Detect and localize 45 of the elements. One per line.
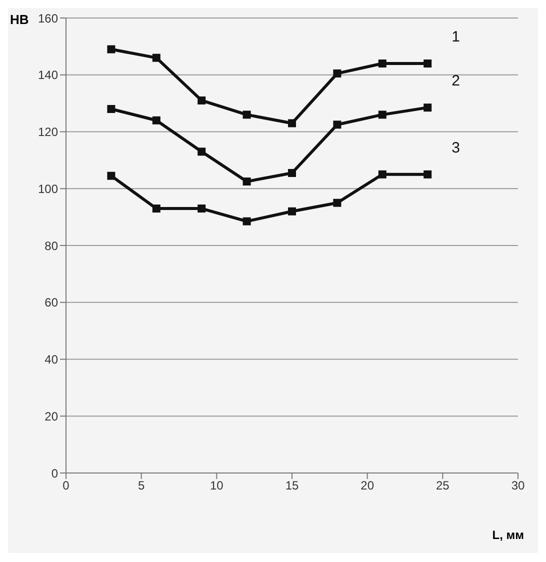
y-tick-label: 0 <box>51 466 58 480</box>
y-tick-label: 140 <box>38 68 58 82</box>
x-tick-label: 5 <box>138 478 145 493</box>
series-label: 1 <box>452 28 460 46</box>
point <box>378 60 386 68</box>
x-axis-title: L, мм <box>492 528 524 542</box>
point <box>378 110 386 119</box>
point <box>198 148 206 156</box>
point <box>288 119 296 128</box>
point <box>242 217 251 226</box>
x-tick-label: 20 <box>360 478 374 493</box>
x-tick-label: 10 <box>210 478 224 493</box>
point <box>378 170 386 178</box>
point <box>152 204 160 213</box>
point <box>242 110 251 119</box>
y-tick-label: 60 <box>44 296 58 310</box>
point <box>107 105 116 113</box>
point <box>424 60 432 68</box>
point <box>198 96 206 104</box>
y-tick-label: 40 <box>44 352 58 367</box>
point <box>424 104 432 112</box>
point <box>288 207 296 216</box>
y-tick-label: 100 <box>38 182 58 196</box>
x-tick-label: 30 <box>511 478 525 493</box>
point <box>333 198 342 207</box>
series-label: 3 <box>452 139 460 156</box>
point <box>288 168 296 177</box>
point <box>424 170 432 178</box>
point <box>152 116 160 124</box>
y-tick-label: 160 <box>38 11 58 26</box>
point <box>242 178 251 186</box>
point <box>333 69 342 78</box>
point <box>198 204 206 213</box>
y-tick-label: 120 <box>38 125 58 140</box>
point <box>333 120 342 129</box>
y-tick-label: 20 <box>44 409 58 424</box>
x-tick-label: 0 <box>62 478 70 493</box>
x-tick-label: 25 <box>436 478 450 493</box>
point <box>152 54 160 62</box>
point <box>107 45 116 54</box>
series-label: 2 <box>452 72 460 90</box>
y-tick-label: 80 <box>44 238 58 253</box>
x-tick-label: 15 <box>285 478 299 493</box>
point <box>107 172 116 180</box>
y-axis-title: HB <box>10 12 29 27</box>
